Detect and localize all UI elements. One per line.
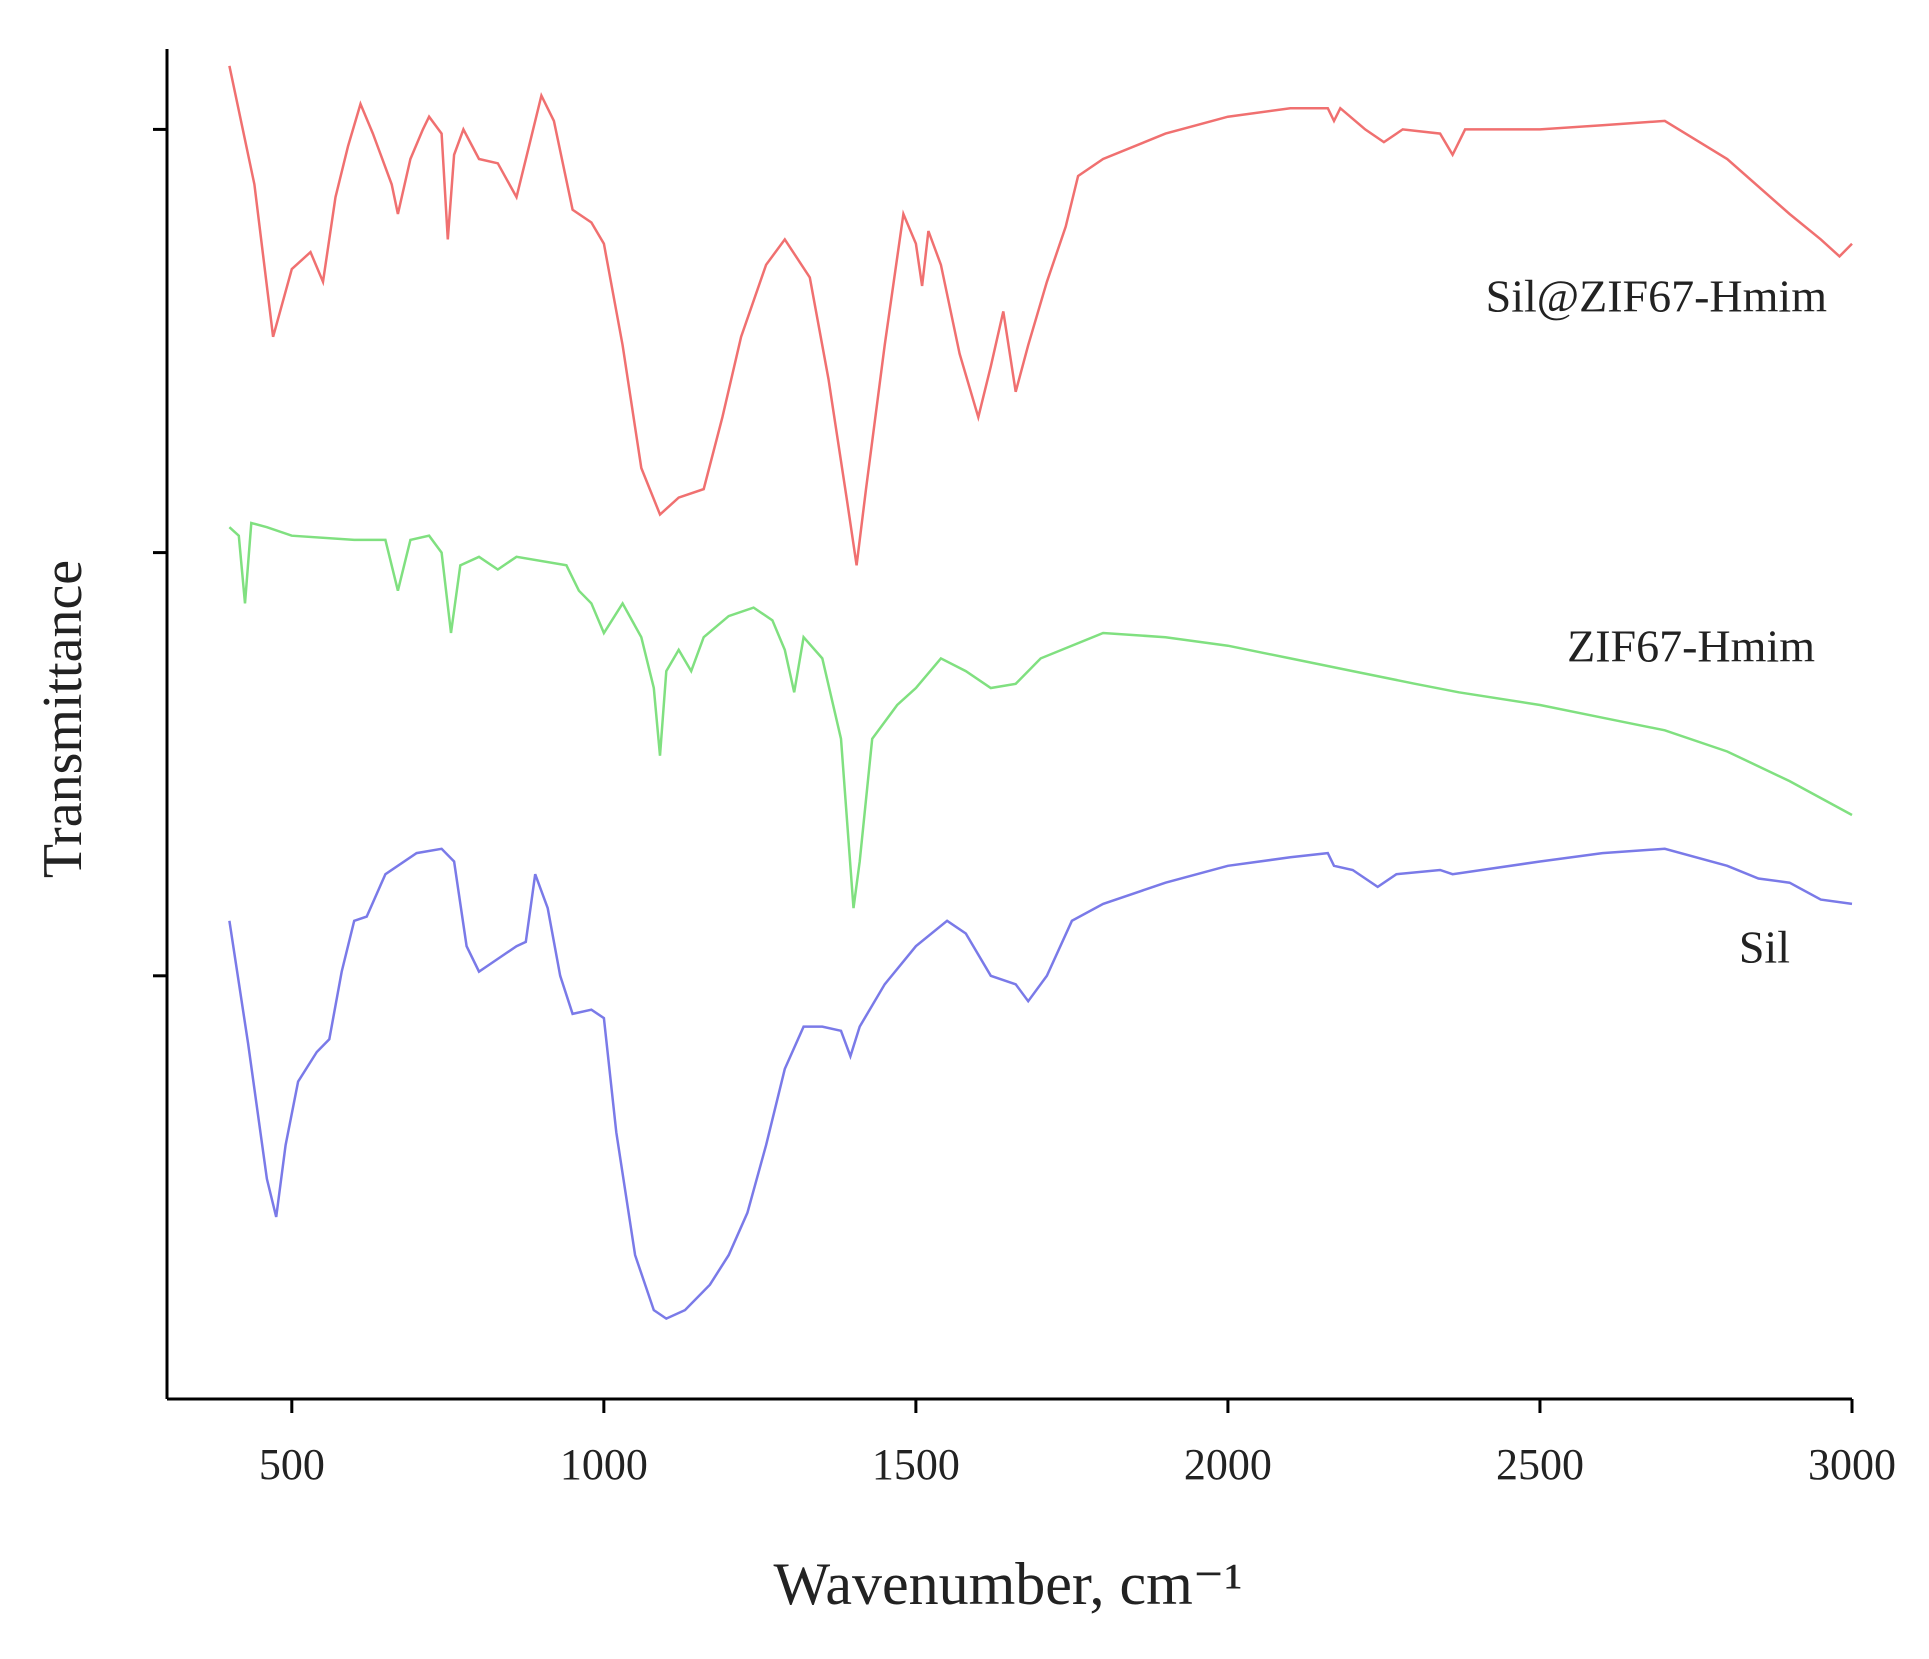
spectrum-line — [228, 847, 1853, 1321]
x-tick-label: 500 — [259, 1440, 325, 1489]
series-label: Sil@ZIF67-Hmim — [1486, 271, 1828, 322]
x-axis-label: Wavenumber, cm⁻¹ — [774, 1551, 1243, 1617]
y-axis-label: Transmittance — [32, 560, 94, 878]
x-tick-label: 2500 — [1496, 1440, 1584, 1489]
x-tick-label: 1000 — [560, 1440, 648, 1489]
x-tick-label: 1500 — [872, 1440, 960, 1489]
x-tick-label: 3000 — [1808, 1440, 1896, 1489]
spectrum-line — [228, 521, 1853, 909]
spectrum-line — [228, 65, 1853, 566]
series-label: ZIF67-Hmim — [1567, 621, 1815, 672]
x-tick-label: 2000 — [1184, 1440, 1272, 1489]
series-label: Sil — [1739, 922, 1790, 973]
